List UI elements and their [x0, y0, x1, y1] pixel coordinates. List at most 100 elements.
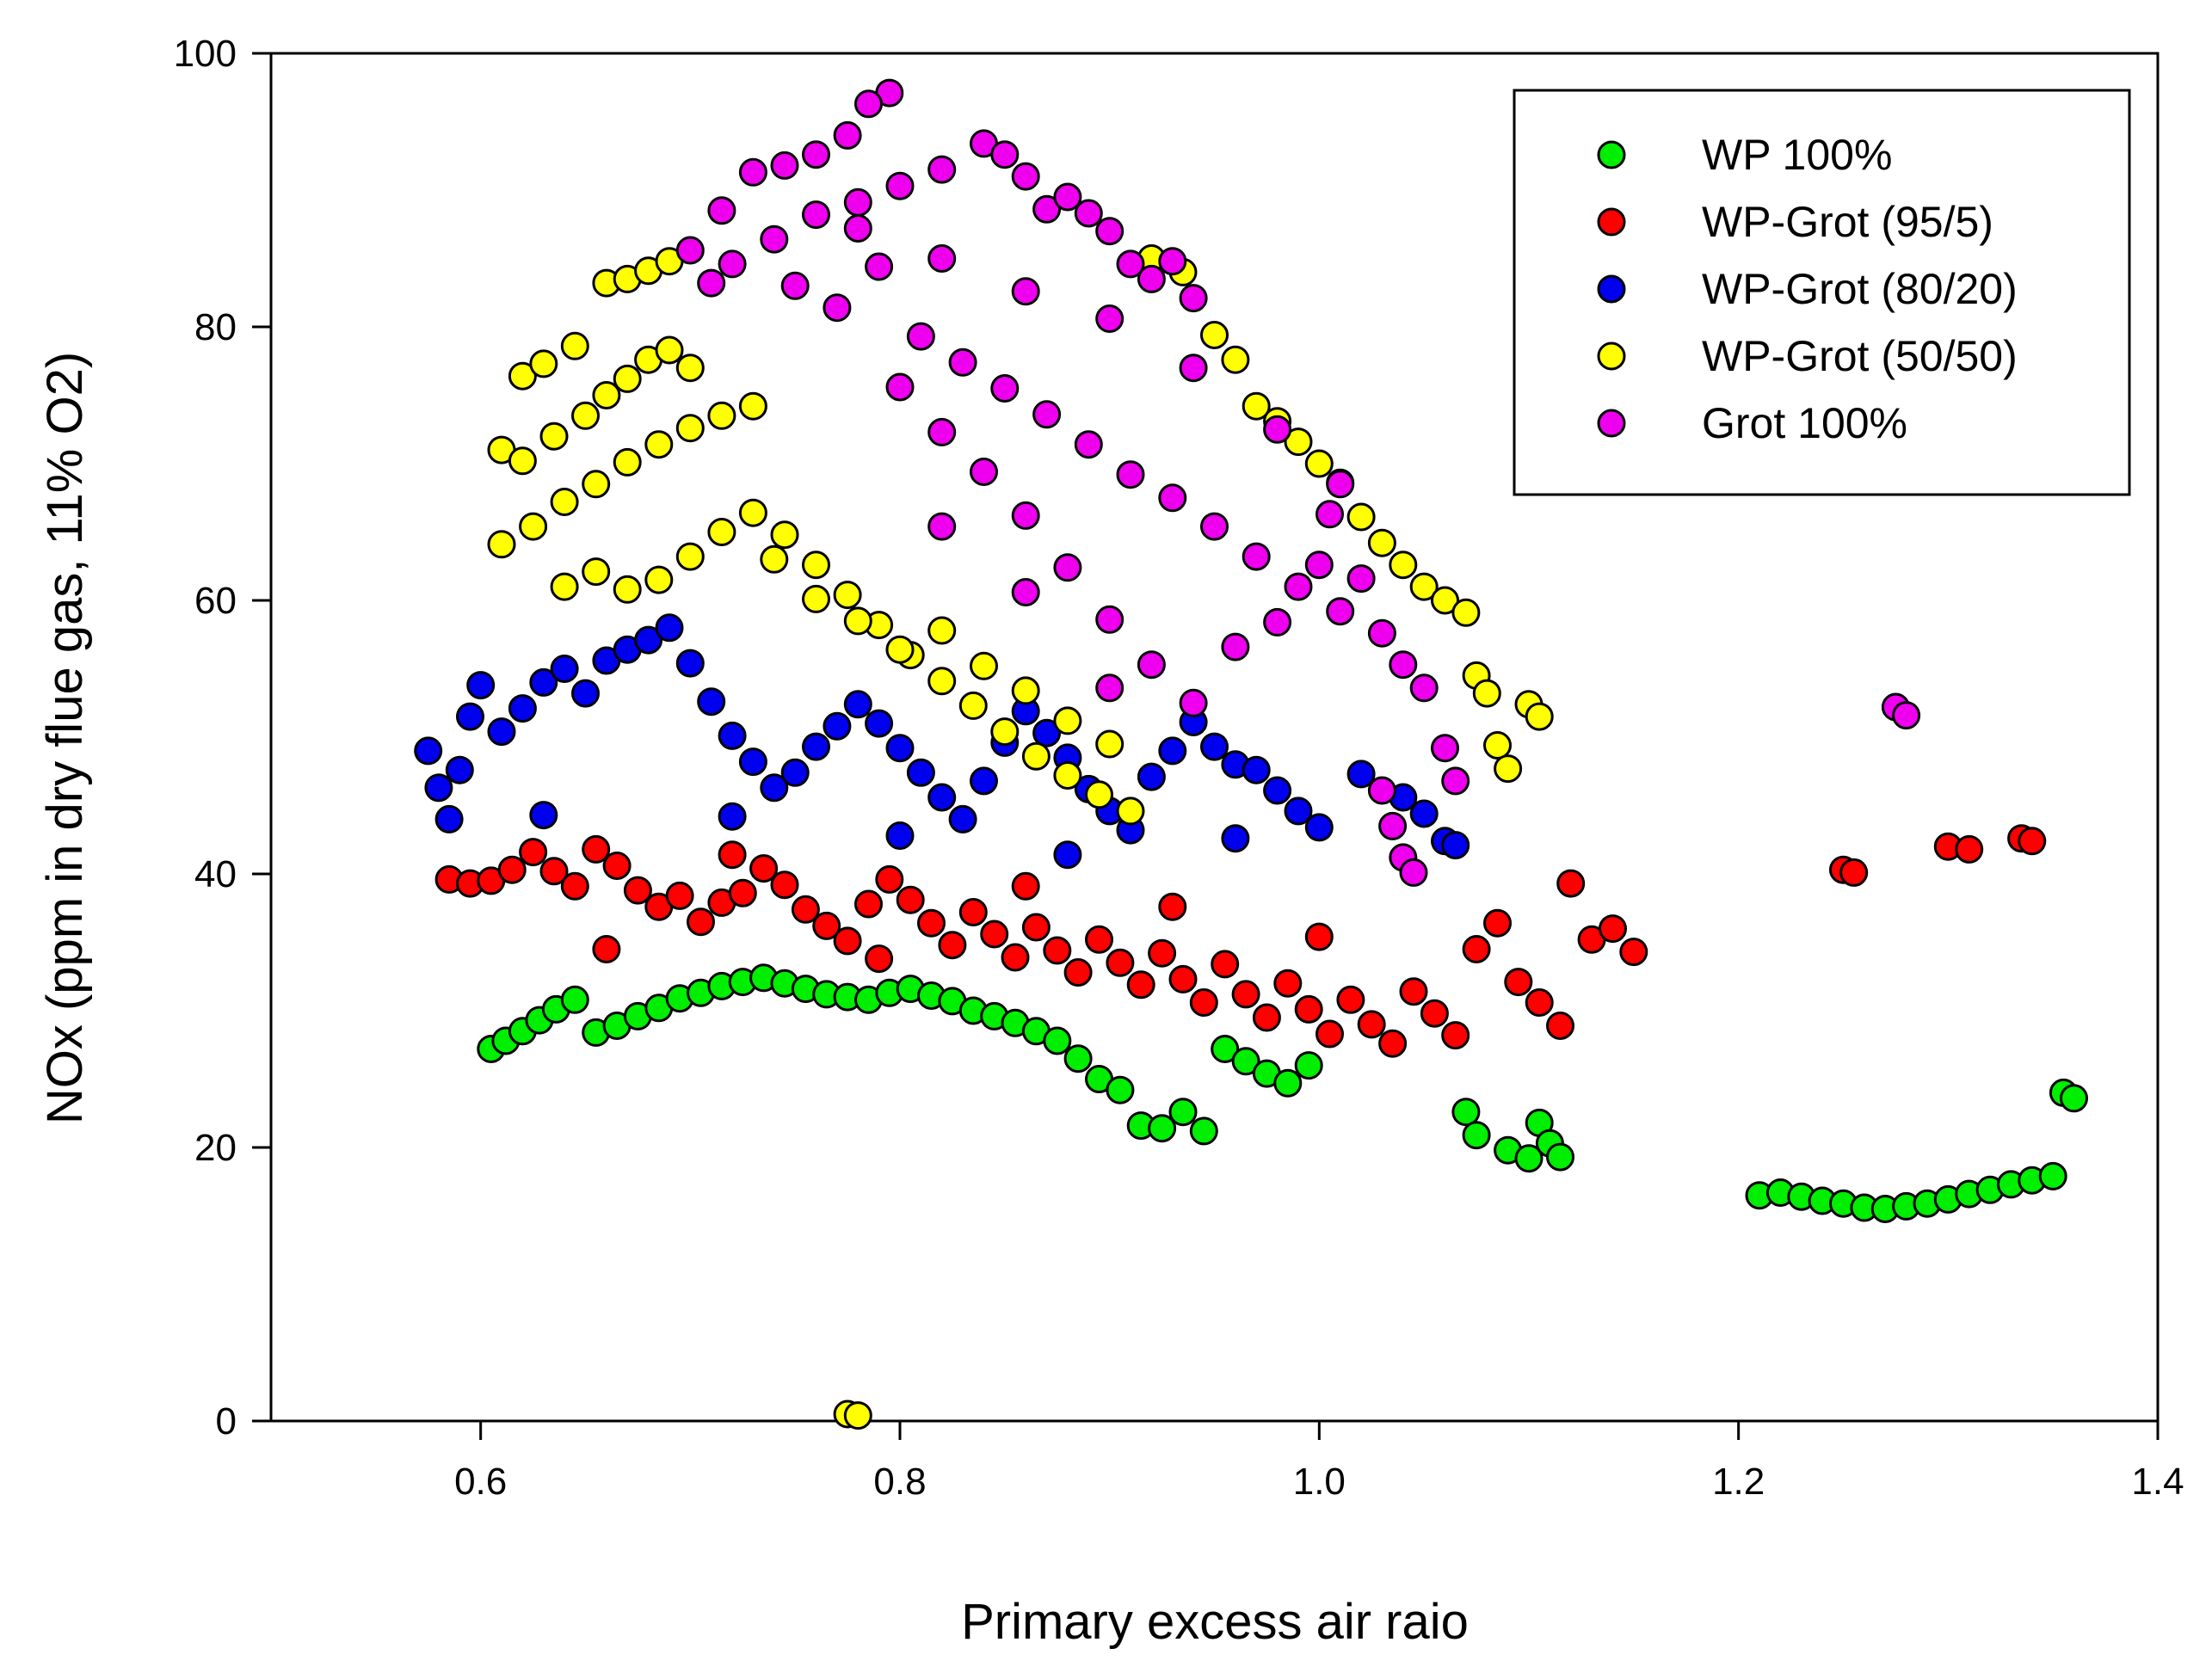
data-point: [2018, 827, 2047, 856]
data-point: [948, 348, 977, 377]
data-point: [675, 542, 705, 571]
data-point: [1095, 304, 1124, 333]
data-point: [885, 821, 915, 850]
data-point: [445, 755, 474, 784]
data-point: [843, 188, 872, 217]
data-point: [1085, 780, 1113, 809]
data-point: [780, 758, 810, 787]
data-point: [865, 709, 894, 738]
data-point: [675, 414, 705, 443]
data-point: [958, 691, 988, 720]
data-point: [990, 374, 1020, 403]
data-point: [749, 854, 779, 883]
data-point: [1148, 1114, 1177, 1143]
data-point: [738, 391, 767, 421]
data-point: [885, 171, 915, 200]
data-point: [1053, 706, 1082, 735]
x-tick-label: 1.2: [1712, 1461, 1765, 1503]
legend-marker: [1597, 140, 1626, 169]
data-point: [1137, 264, 1166, 293]
data-point: [592, 381, 621, 409]
data-point: [1063, 958, 1093, 987]
data-point: [1148, 938, 1177, 968]
data-point: [1074, 430, 1103, 459]
data-point: [823, 293, 852, 323]
data-point: [508, 446, 537, 476]
data-point: [644, 430, 674, 459]
data-point: [1263, 415, 1292, 444]
data-point: [1053, 761, 1082, 790]
data-point: [718, 802, 747, 831]
data-point: [508, 361, 537, 391]
data-point: [497, 855, 527, 884]
data-point: [487, 530, 516, 559]
x-tick-label: 1.4: [2131, 1461, 2184, 1503]
data-point: [927, 667, 957, 696]
data-point: [1483, 908, 1512, 938]
legend-marker: [1597, 409, 1626, 438]
data-point: [1294, 994, 1323, 1024]
data-point: [1441, 766, 1470, 796]
data-point: [1158, 892, 1187, 921]
data-point: [613, 447, 642, 477]
data-point: [1168, 964, 1198, 993]
data-point: [927, 244, 957, 273]
data-point: [2060, 1084, 2088, 1113]
legend-label: Grot 100%: [1702, 399, 1907, 447]
data-point: [655, 613, 684, 643]
data-point: [655, 335, 684, 365]
data-point: [456, 702, 484, 731]
axes-layer: 0.6 0.8 1.0 1.2 1.4 0 20 40 60 80 100: [174, 33, 2184, 1503]
data-point: [1599, 914, 1627, 944]
data-point: [791, 895, 820, 924]
data-point: [927, 417, 957, 446]
data-point: [770, 870, 799, 900]
data-point: [1021, 913, 1051, 942]
data-point: [592, 935, 621, 963]
data-point: [1462, 935, 1491, 963]
data-point: [1409, 674, 1439, 703]
data-point: [1389, 551, 1418, 580]
data-point: [770, 520, 799, 550]
data-point: [1546, 1142, 1574, 1172]
x-tick-label: 0.8: [873, 1461, 926, 1503]
data-point: [1304, 449, 1334, 478]
data-point: [718, 721, 747, 750]
data-point: [1451, 598, 1481, 627]
data-point: [1085, 925, 1113, 954]
data-point: [707, 401, 736, 430]
legend-label: WP-Grot (50/50): [1702, 332, 2018, 380]
y-tick-label: 60: [194, 580, 237, 622]
data-point: [1158, 247, 1187, 276]
data-point: [970, 766, 998, 796]
data-point: [1231, 980, 1260, 1009]
data-point: [1137, 762, 1166, 791]
data-point: [1514, 1144, 1543, 1173]
data-point: [1839, 858, 1869, 887]
data-point: [539, 421, 569, 451]
data-point: [1106, 948, 1135, 977]
data-point: [1284, 797, 1313, 826]
data-point: [865, 944, 894, 974]
data-point: [550, 572, 579, 601]
data-point: [843, 214, 872, 243]
data-point: [1315, 1019, 1344, 1049]
data-point: [823, 711, 852, 741]
data-point: [927, 616, 957, 645]
data-point: [1242, 391, 1271, 421]
data-point: [718, 840, 747, 870]
data-point: [560, 331, 589, 360]
data-point: [927, 155, 957, 184]
data-point: [1032, 718, 1062, 747]
data-point: [1032, 400, 1062, 429]
data-point: [843, 1401, 872, 1430]
data-point: [1252, 1003, 1281, 1032]
data-point: [675, 236, 705, 265]
data-point: [2038, 1161, 2067, 1190]
data-point: [770, 151, 799, 180]
data-point: [1409, 572, 1439, 601]
data-point: [1315, 500, 1344, 529]
data-point: [927, 512, 957, 541]
data-point: [1011, 578, 1040, 606]
data-point: [854, 889, 883, 919]
